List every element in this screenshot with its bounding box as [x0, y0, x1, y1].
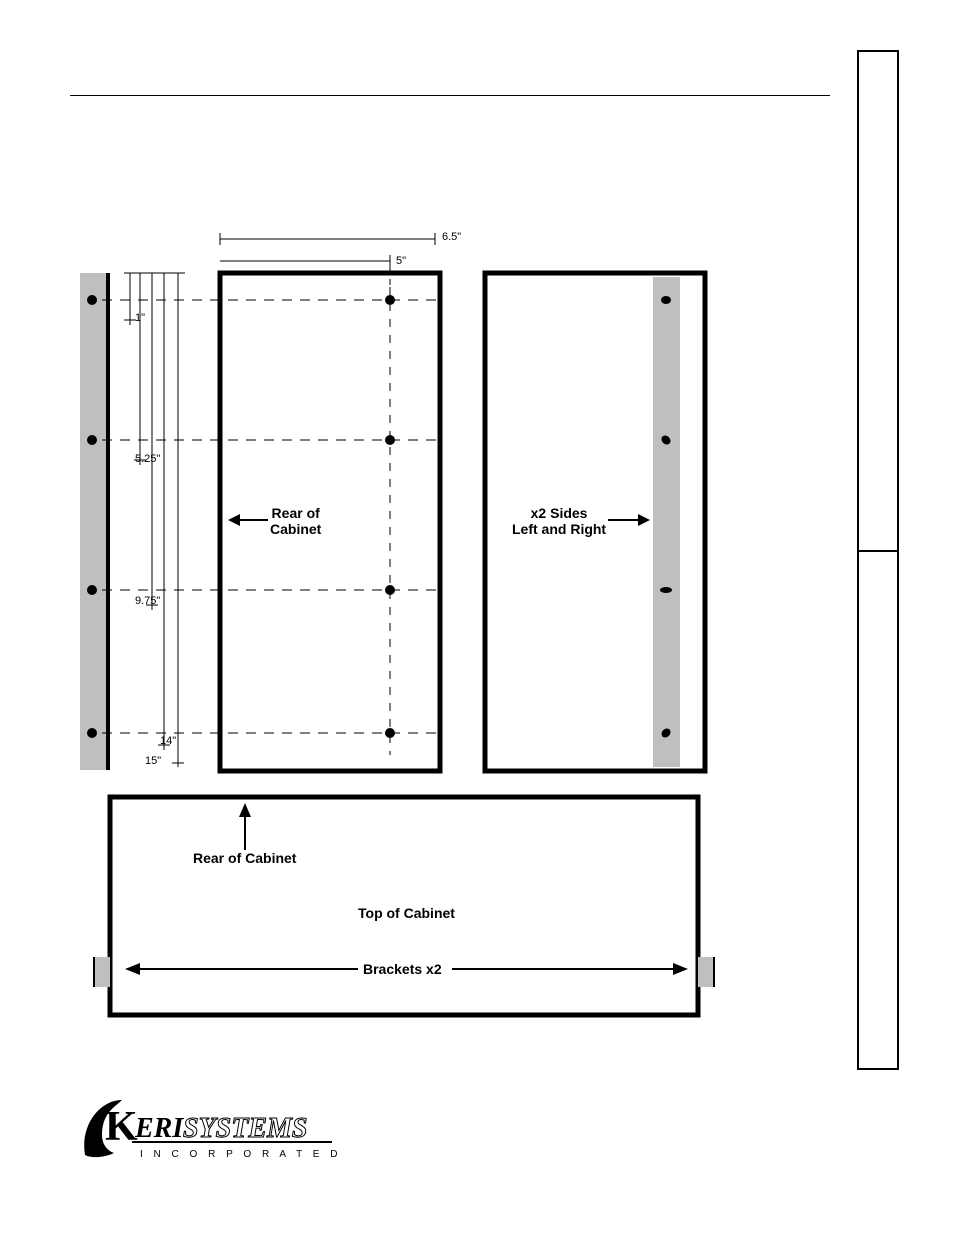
sidebar-box	[857, 50, 899, 1070]
keri-systems-logo: K ERI SYSTEMS I N C O R P O R A T E D	[80, 1095, 330, 1165]
sidebar-divider	[859, 550, 897, 552]
logo-systems: SYSTEMS	[183, 1113, 308, 1144]
header-rule	[70, 95, 830, 96]
page-root: 6.5" 5" 1" 5.25" 9.75" 14" 15" Rear of C…	[0, 0, 954, 1235]
diagram-svg	[80, 225, 740, 1035]
diagram: 6.5" 5" 1" 5.25" 9.75" 14" 15" Rear of C…	[80, 225, 730, 1025]
top-panel	[110, 797, 698, 1015]
rear-panel	[220, 273, 440, 771]
logo-tagline: I N C O R P O R A T E D	[140, 1149, 341, 1160]
left-bracket	[80, 273, 106, 770]
logo-eri: ERI	[134, 1113, 184, 1144]
svg-text:K: K	[105, 1104, 138, 1150]
